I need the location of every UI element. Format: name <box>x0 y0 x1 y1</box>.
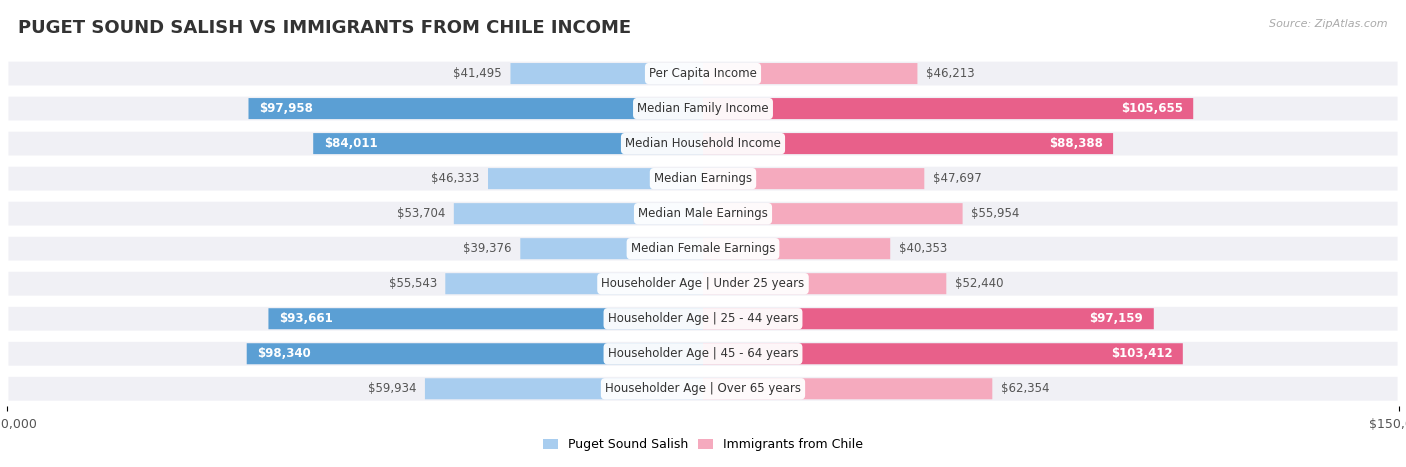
FancyBboxPatch shape <box>7 200 1399 227</box>
Text: Median Family Income: Median Family Income <box>637 102 769 115</box>
FancyBboxPatch shape <box>703 133 1114 154</box>
FancyBboxPatch shape <box>703 98 1194 119</box>
Text: Median Household Income: Median Household Income <box>626 137 780 150</box>
FancyBboxPatch shape <box>488 168 703 189</box>
Text: $53,704: $53,704 <box>396 207 446 220</box>
FancyBboxPatch shape <box>703 168 924 189</box>
FancyBboxPatch shape <box>703 378 993 399</box>
FancyBboxPatch shape <box>7 60 1399 87</box>
Text: $84,011: $84,011 <box>323 137 377 150</box>
FancyBboxPatch shape <box>454 203 703 224</box>
Text: Householder Age | 45 - 64 years: Householder Age | 45 - 64 years <box>607 347 799 360</box>
Text: $88,388: $88,388 <box>1049 137 1102 150</box>
Text: $55,543: $55,543 <box>388 277 437 290</box>
FancyBboxPatch shape <box>7 305 1399 332</box>
Text: $93,661: $93,661 <box>278 312 333 325</box>
FancyBboxPatch shape <box>7 235 1399 262</box>
Text: $105,655: $105,655 <box>1121 102 1182 115</box>
FancyBboxPatch shape <box>249 98 703 119</box>
FancyBboxPatch shape <box>246 343 703 364</box>
Text: $39,376: $39,376 <box>464 242 512 255</box>
FancyBboxPatch shape <box>269 308 703 329</box>
FancyBboxPatch shape <box>7 165 1399 192</box>
Text: Source: ZipAtlas.com: Source: ZipAtlas.com <box>1270 19 1388 28</box>
FancyBboxPatch shape <box>703 343 1182 364</box>
Legend: Puget Sound Salish, Immigrants from Chile: Puget Sound Salish, Immigrants from Chil… <box>538 433 868 456</box>
Text: $46,213: $46,213 <box>925 67 974 80</box>
FancyBboxPatch shape <box>703 273 946 294</box>
FancyBboxPatch shape <box>425 378 703 399</box>
Text: $97,159: $97,159 <box>1090 312 1143 325</box>
Text: Householder Age | 25 - 44 years: Householder Age | 25 - 44 years <box>607 312 799 325</box>
Text: $52,440: $52,440 <box>955 277 1002 290</box>
FancyBboxPatch shape <box>7 95 1399 122</box>
FancyBboxPatch shape <box>520 238 703 259</box>
Text: $62,354: $62,354 <box>1001 382 1049 395</box>
FancyBboxPatch shape <box>703 308 1154 329</box>
Text: Median Male Earnings: Median Male Earnings <box>638 207 768 220</box>
FancyBboxPatch shape <box>7 375 1399 402</box>
Text: Median Female Earnings: Median Female Earnings <box>631 242 775 255</box>
FancyBboxPatch shape <box>7 130 1399 157</box>
FancyBboxPatch shape <box>7 270 1399 297</box>
Text: $55,954: $55,954 <box>972 207 1019 220</box>
FancyBboxPatch shape <box>7 340 1399 367</box>
Text: PUGET SOUND SALISH VS IMMIGRANTS FROM CHILE INCOME: PUGET SOUND SALISH VS IMMIGRANTS FROM CH… <box>18 19 631 37</box>
Text: $46,333: $46,333 <box>432 172 479 185</box>
Text: $59,934: $59,934 <box>368 382 416 395</box>
Text: $41,495: $41,495 <box>454 67 502 80</box>
FancyBboxPatch shape <box>510 63 703 84</box>
FancyBboxPatch shape <box>703 203 963 224</box>
FancyBboxPatch shape <box>314 133 703 154</box>
Text: $103,412: $103,412 <box>1111 347 1173 360</box>
Text: $47,697: $47,697 <box>932 172 981 185</box>
Text: $40,353: $40,353 <box>898 242 946 255</box>
Text: Per Capita Income: Per Capita Income <box>650 67 756 80</box>
Text: $97,958: $97,958 <box>259 102 312 115</box>
Text: $98,340: $98,340 <box>257 347 311 360</box>
Text: Median Earnings: Median Earnings <box>654 172 752 185</box>
FancyBboxPatch shape <box>703 238 890 259</box>
Text: Householder Age | Under 25 years: Householder Age | Under 25 years <box>602 277 804 290</box>
FancyBboxPatch shape <box>703 63 918 84</box>
FancyBboxPatch shape <box>446 273 703 294</box>
Text: Householder Age | Over 65 years: Householder Age | Over 65 years <box>605 382 801 395</box>
